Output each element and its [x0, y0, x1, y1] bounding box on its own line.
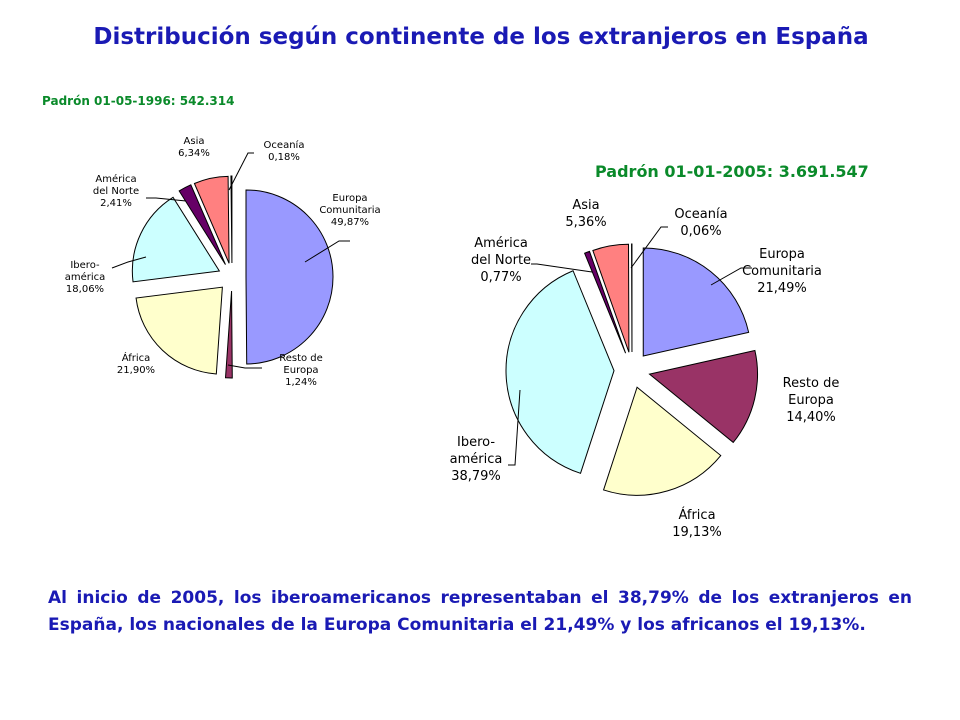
summary-text: Al inicio de 2005, los iberoamericanos r…: [48, 588, 912, 635]
pie-slice-resto-de-europa: [224, 290, 233, 379]
pie-slice-europa-comunitaria: [245, 189, 334, 365]
data-label-oceania: Oceanía 0,18%: [264, 139, 305, 163]
data-label-asia: Asia 6,34%: [178, 136, 210, 159]
data-label-oceania: Oceanía 0,06%: [674, 207, 727, 239]
data-label-iberoamerica: Ibero-américa 18,06%: [65, 260, 106, 295]
pie-slice-resto-de-europa: [648, 349, 759, 444]
pie-slice-oceania: [230, 175, 233, 264]
data-label-resto-de-europa: Resto de Europa 1,24%: [279, 353, 323, 388]
pie-chart-1996: Padrón 01-05-1996: 542.314 Europa Comunit…: [42, 94, 381, 388]
pie-slice-africa: [135, 286, 223, 375]
page-title: Distribución según continente de los ext…: [0, 24, 960, 50]
leader-line-europa-comunitaria: [710, 267, 752, 286]
data-label-iberoamerica: Ibero-américa 38,79%: [450, 435, 503, 484]
pie-slice-europa-comunitaria: [642, 247, 750, 357]
data-label-asia: Asia 5,36%: [565, 198, 606, 230]
leader-line-oceania: [228, 152, 254, 191]
leader-line-america-del-norte: [531, 263, 593, 273]
pie-slice-africa: [602, 386, 722, 496]
pie-chart-2005: Padrón 01-01-2005: 3.691.547 Europa Comun…: [450, 162, 869, 540]
leader-line-europa-comunitaria: [304, 240, 350, 263]
pie-slice-america-del-norte: [178, 184, 226, 265]
leader-line-iberoamerica: [508, 389, 521, 466]
data-label-america-del-norte: América del Norte 0,77%: [471, 236, 531, 285]
chart-title-2005: Padrón 01-01-2005: 3.691.547: [595, 162, 869, 181]
chart-title-1996: Padrón 01-05-1996: 542.314: [42, 94, 234, 108]
data-label-africa: África 19,13%: [672, 507, 722, 540]
pie-slice-iberoamerica: [505, 270, 615, 474]
leader-line-america-del-norte: [146, 197, 187, 202]
pie-slice-asia: [193, 175, 230, 264]
page-title-text: Distribución según continente de los ext…: [93, 24, 869, 50]
data-label-europa-comunitaria: Europa Comunitaria 21,49%: [742, 247, 822, 296]
pie-slice-iberoamerica: [131, 196, 221, 283]
data-label-america-del-norte: América del Norte 2,41%: [93, 173, 139, 209]
data-label-africa: África 21,90%: [117, 351, 155, 376]
leader-line-iberoamerica: [111, 256, 147, 269]
data-label-resto-de-europa: Resto de Europa 14,40%: [783, 376, 840, 425]
leader-line-resto-de-europa: [227, 364, 262, 369]
leader-line-oceania: [630, 226, 668, 269]
pie-slice-america-del-norte: [583, 250, 627, 354]
data-label-europa-comunitaria: Europa Comunitaria 49,87%: [319, 193, 380, 228]
pie-slice-asia: [592, 243, 630, 353]
